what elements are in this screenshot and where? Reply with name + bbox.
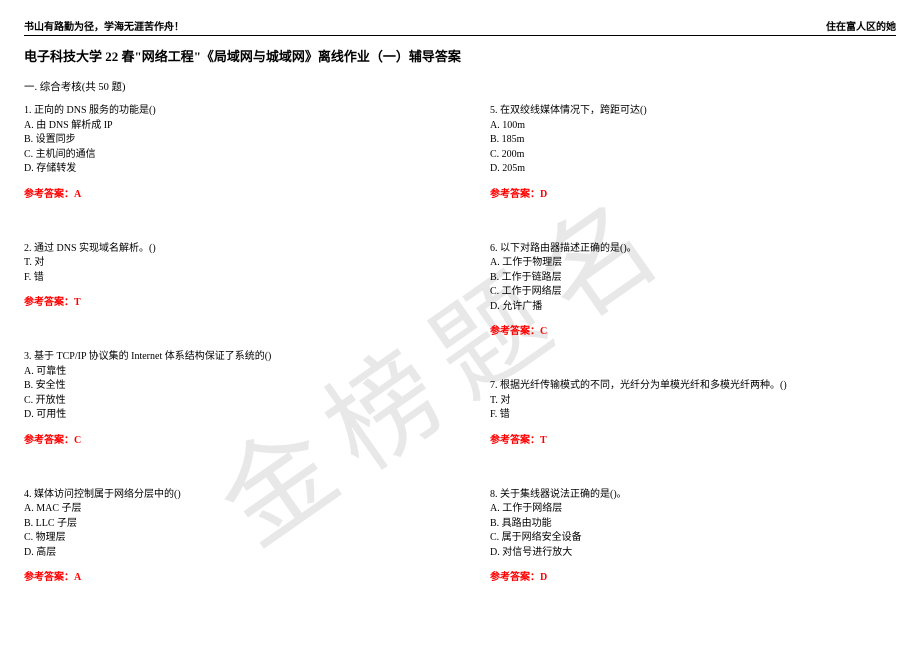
option: F. 错	[24, 271, 430, 286]
option: C. 开放性	[24, 394, 430, 409]
section-title: 一. 综合考核(共 50 题)	[24, 79, 896, 94]
question-text: 6. 以下对路由器描述正确的是()。	[490, 242, 896, 257]
answer: 参考答案：T	[490, 431, 896, 446]
question-text: 7. 根据光纤传输模式的不同，光纤分为单模光纤和多模光纤两种。()	[490, 379, 896, 394]
question-block: 8. 关于集线器说法正确的是()。 A. 工作于网络层 B. 具路由功能 C. …	[490, 488, 896, 584]
question-block: 4. 媒体访问控制属于网络分层中的() A. MAC 子层 B. LLC 子层 …	[24, 488, 430, 584]
option: T. 对	[490, 394, 896, 409]
option: A. 工作于网络层	[490, 502, 896, 517]
option: B. 185m	[490, 133, 896, 148]
left-column: 1. 正向的 DNS 服务的功能是() A. 由 DNS 解析成 IP B. 设…	[24, 104, 430, 625]
header-row: 书山有路勤为径，学海无涯苦作舟！ 住在富人区的她	[24, 18, 896, 36]
answer: 参考答案：D	[490, 568, 896, 583]
question-block: 7. 根据光纤传输模式的不同，光纤分为单模光纤和多模光纤两种。() T. 对 F…	[490, 379, 896, 446]
question-text: 3. 基于 TCP/IP 协议集的 Internet 体系结构保证了系统的()	[24, 350, 430, 365]
question-text: 8. 关于集线器说法正确的是()。	[490, 488, 896, 503]
option: B. 设置同步	[24, 133, 430, 148]
option: A. 工作于物理层	[490, 256, 896, 271]
question-text: 2. 通过 DNS 实现域名解析。()	[24, 242, 430, 257]
option: D. 对信号进行放大	[490, 546, 896, 561]
option: F. 错	[490, 408, 896, 423]
page-title: 电子科技大学 22 春"网络工程"《局域网与城域网》离线作业（一）辅导答案	[24, 46, 896, 65]
columns: 1. 正向的 DNS 服务的功能是() A. 由 DNS 解析成 IP B. 设…	[24, 104, 896, 625]
question-text: 1. 正向的 DNS 服务的功能是()	[24, 104, 430, 119]
question-block: 2. 通过 DNS 实现域名解析。() T. 对 F. 错 参考答案：T	[24, 242, 430, 309]
answer: 参考答案：D	[490, 185, 896, 200]
option: D. 允许广播	[490, 300, 896, 315]
option: D. 存储转发	[24, 162, 430, 177]
option: B. LLC 子层	[24, 517, 430, 532]
question-block: 5. 在双绞线媒体情况下，跨距可达() A. 100m B. 185m C. 2…	[490, 104, 896, 200]
option: D. 高层	[24, 546, 430, 561]
option: C. 工作于网络层	[490, 285, 896, 300]
page-content: 书山有路勤为径，学海无涯苦作舟！ 住在富人区的她 电子科技大学 22 春"网络工…	[0, 0, 920, 643]
right-column: 5. 在双绞线媒体情况下，跨距可达() A. 100m B. 185m C. 2…	[490, 104, 896, 625]
answer: 参考答案：C	[24, 431, 430, 446]
option: C. 200m	[490, 148, 896, 163]
option: B. 具路由功能	[490, 517, 896, 532]
question-block: 6. 以下对路由器描述正确的是()。 A. 工作于物理层 B. 工作于链路层 C…	[490, 242, 896, 338]
option: B. 安全性	[24, 379, 430, 394]
option: D. 205m	[490, 162, 896, 177]
answer: 参考答案：T	[24, 293, 430, 308]
option: D. 可用性	[24, 408, 430, 423]
option: A. 100m	[490, 119, 896, 134]
question-text: 4. 媒体访问控制属于网络分层中的()	[24, 488, 430, 503]
option: C. 物理层	[24, 531, 430, 546]
option: C. 属于网络安全设备	[490, 531, 896, 546]
option: T. 对	[24, 256, 430, 271]
header-left: 书山有路勤为径，学海无涯苦作舟！	[24, 18, 184, 33]
question-block: 3. 基于 TCP/IP 协议集的 Internet 体系结构保证了系统的() …	[24, 350, 430, 446]
answer: 参考答案：A	[24, 185, 430, 200]
question-text: 5. 在双绞线媒体情况下，跨距可达()	[490, 104, 896, 119]
option: A. MAC 子层	[24, 502, 430, 517]
option: A. 由 DNS 解析成 IP	[24, 119, 430, 134]
option: A. 可靠性	[24, 365, 430, 380]
answer: 参考答案：C	[490, 322, 896, 337]
answer: 参考答案：A	[24, 568, 430, 583]
question-block: 1. 正向的 DNS 服务的功能是() A. 由 DNS 解析成 IP B. 设…	[24, 104, 430, 200]
header-right: 住在富人区的她	[826, 18, 896, 33]
option: B. 工作于链路层	[490, 271, 896, 286]
option: C. 主机间的通信	[24, 148, 430, 163]
